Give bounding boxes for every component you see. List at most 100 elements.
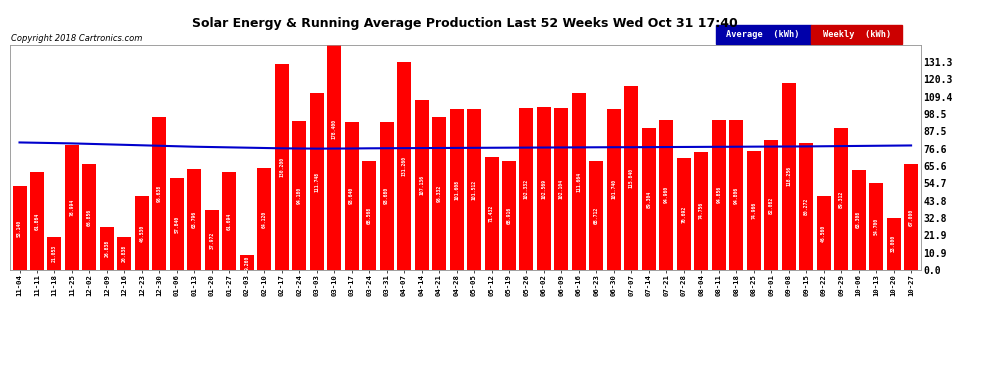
Bar — [887, 218, 901, 270]
Bar — [851, 170, 865, 270]
Text: 93.640: 93.640 — [349, 187, 354, 204]
Bar — [240, 255, 253, 270]
Text: 37.972: 37.972 — [209, 231, 214, 249]
Text: 70.692: 70.692 — [681, 206, 686, 223]
Text: 68.568: 68.568 — [366, 207, 371, 224]
Bar — [835, 129, 848, 270]
Bar — [187, 169, 201, 270]
Text: 80.272: 80.272 — [804, 198, 809, 215]
Text: 46.530: 46.530 — [140, 225, 145, 242]
Bar — [746, 151, 760, 270]
Text: 57.840: 57.840 — [174, 216, 179, 233]
Text: 96.332: 96.332 — [437, 185, 442, 202]
Text: 68.712: 68.712 — [594, 207, 599, 224]
Bar — [904, 164, 918, 270]
Text: 101.740: 101.740 — [612, 179, 617, 200]
Bar — [589, 161, 604, 270]
Bar — [118, 237, 132, 270]
Text: 53.140: 53.140 — [17, 219, 22, 237]
Bar — [100, 228, 114, 270]
Bar — [607, 109, 621, 270]
Bar — [467, 109, 481, 270]
Text: 118.256: 118.256 — [786, 166, 791, 186]
Text: 9.260: 9.260 — [245, 255, 249, 270]
Bar — [659, 120, 673, 270]
Text: 68.916: 68.916 — [507, 207, 512, 224]
Text: 26.838: 26.838 — [104, 240, 110, 257]
Text: Copyright 2018 Cartronics.com: Copyright 2018 Cartronics.com — [11, 34, 143, 43]
Bar — [554, 108, 568, 270]
Text: 178.400: 178.400 — [332, 118, 337, 139]
Text: 63.308: 63.308 — [856, 211, 861, 228]
Text: 74.756: 74.756 — [699, 202, 704, 219]
Text: 102.332: 102.332 — [524, 179, 529, 199]
Text: 89.304: 89.304 — [646, 190, 651, 208]
Text: Weekly  (kWh): Weekly (kWh) — [823, 30, 891, 39]
Text: 93.680: 93.680 — [384, 187, 389, 204]
Bar — [345, 122, 358, 270]
Bar — [432, 117, 446, 270]
Bar — [205, 210, 219, 270]
Text: Solar Energy & Running Average Production Last 52 Weeks Wed Oct 31 17:40: Solar Energy & Running Average Productio… — [192, 17, 739, 30]
Text: 130.200: 130.200 — [279, 157, 284, 177]
Bar — [362, 161, 376, 270]
Text: 115.840: 115.840 — [629, 168, 634, 188]
Bar — [730, 120, 743, 270]
Bar — [782, 82, 796, 270]
Text: 102.104: 102.104 — [559, 179, 564, 199]
Bar — [817, 196, 831, 270]
Text: 82.082: 82.082 — [768, 196, 774, 214]
Text: 101.608: 101.608 — [454, 180, 459, 200]
Text: 66.856: 66.856 — [87, 209, 92, 226]
Bar — [223, 172, 237, 270]
Text: 64.120: 64.120 — [261, 211, 266, 228]
Bar — [135, 196, 148, 270]
Bar — [30, 172, 44, 270]
Text: 131.260: 131.260 — [402, 156, 407, 176]
FancyBboxPatch shape — [812, 25, 903, 44]
Bar — [799, 143, 813, 270]
Text: Average  (kWh): Average (kWh) — [727, 30, 800, 39]
Text: 67.000: 67.000 — [909, 208, 914, 225]
Text: 63.796: 63.796 — [192, 211, 197, 228]
FancyBboxPatch shape — [716, 25, 812, 44]
Text: 102.569: 102.569 — [542, 178, 546, 199]
Bar — [537, 108, 551, 270]
Text: 61.694: 61.694 — [227, 213, 232, 230]
Text: 78.994: 78.994 — [69, 199, 74, 216]
Bar — [484, 157, 499, 270]
Text: 111.748: 111.748 — [314, 171, 319, 192]
Bar — [694, 152, 708, 270]
Bar — [327, 0, 342, 270]
Text: 111.664: 111.664 — [576, 171, 581, 192]
Text: 71.432: 71.432 — [489, 205, 494, 222]
Text: 96.638: 96.638 — [156, 185, 162, 202]
Text: 20.838: 20.838 — [122, 245, 127, 262]
Bar — [712, 120, 726, 270]
Bar — [397, 62, 411, 270]
Text: 74.966: 74.966 — [751, 202, 756, 219]
Bar — [764, 140, 778, 270]
Text: 89.312: 89.312 — [839, 190, 843, 208]
Bar — [502, 161, 516, 270]
Bar — [292, 121, 306, 270]
Bar — [48, 237, 61, 270]
Text: 94.856: 94.856 — [717, 186, 722, 204]
Text: 54.700: 54.700 — [873, 218, 878, 235]
Bar — [642, 129, 655, 270]
Bar — [13, 186, 27, 270]
Bar — [869, 183, 883, 270]
Text: 61.864: 61.864 — [35, 212, 40, 230]
Text: 21.053: 21.053 — [52, 245, 57, 262]
Text: 94.806: 94.806 — [734, 186, 739, 204]
Bar — [310, 93, 324, 270]
Bar — [449, 109, 463, 270]
Text: 101.512: 101.512 — [471, 180, 476, 200]
Text: 46.560: 46.560 — [821, 225, 827, 242]
Bar — [415, 100, 429, 270]
Bar — [152, 117, 166, 270]
Bar — [257, 168, 271, 270]
Text: 94.960: 94.960 — [664, 186, 669, 203]
Text: 94.180: 94.180 — [297, 187, 302, 204]
Bar — [170, 178, 184, 270]
